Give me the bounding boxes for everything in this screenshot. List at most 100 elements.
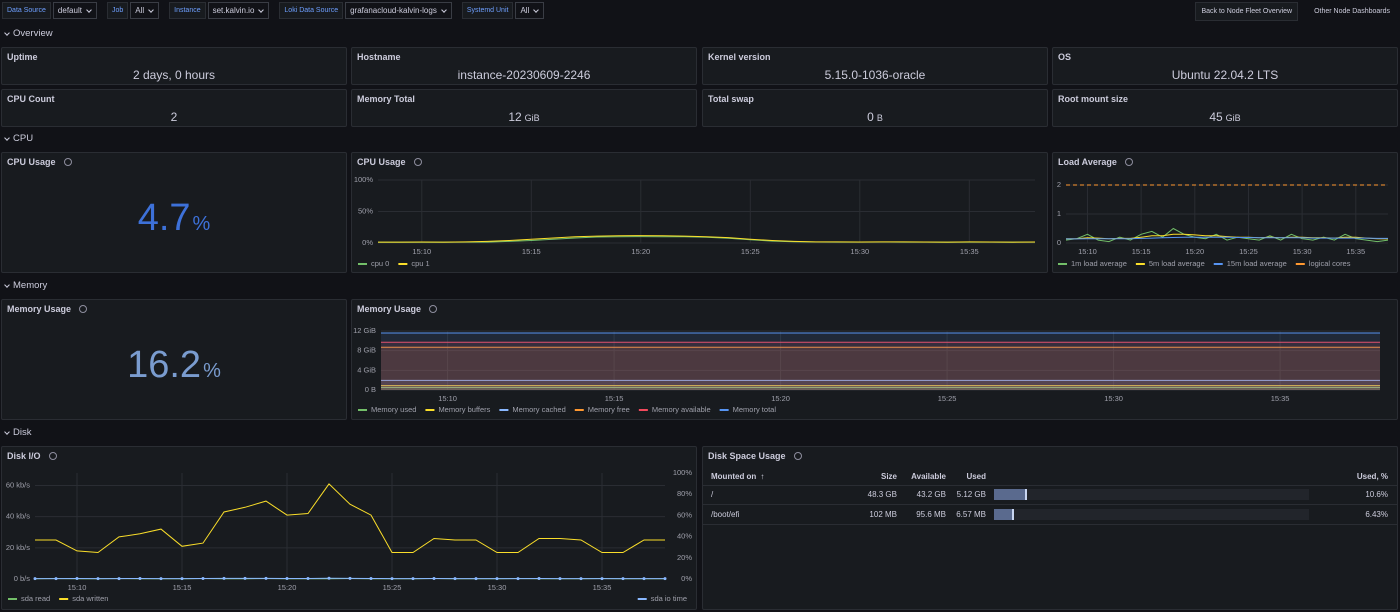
column-header[interactable]: Size <box>817 472 897 481</box>
table-cell: /boot/efi <box>711 510 740 519</box>
panel-title-text: CPU Usage <box>357 157 406 167</box>
column-header[interactable]: Used <box>906 472 986 481</box>
panel-title: Disk I/O <box>7 451 57 461</box>
row-divider <box>703 504 1397 505</box>
stat-number: 5.15.0-1036-oracle <box>824 68 926 82</box>
panel-title: CPU Count <box>7 94 55 104</box>
variable: Instance set.kalvin.io <box>169 2 270 19</box>
panel-title: Root mount size <box>1058 94 1128 104</box>
panel-title-text: Hostname <box>357 52 401 62</box>
usage-bar <box>994 509 1015 520</box>
panel-title-text: Memory Usage <box>357 304 422 314</box>
table-cell: 48.3 GB <box>867 490 897 499</box>
panel: OS Ubuntu 22.04.2 LTS <box>1052 47 1398 85</box>
panel-title: OS <box>1058 52 1071 62</box>
panel-title: Memory Usage <box>7 304 88 314</box>
usage-bar-track <box>994 489 1309 500</box>
stat-value: 2 <box>2 110 346 124</box>
stat-value: 5.15.0-1036-oracle <box>703 68 1047 82</box>
stat-number: 0 <box>867 110 874 124</box>
panel: Uptime 2 days, 0 hours <box>1 47 347 85</box>
variable-label: Instance <box>169 2 206 19</box>
panel: Load Average <box>1052 152 1398 273</box>
panel-title-text: Memory Total <box>357 94 415 104</box>
info-icon <box>48 452 57 460</box>
variable: Data Source default <box>2 2 97 19</box>
panel-title-text: Root mount size <box>1058 94 1128 104</box>
panel-title-text: Kernel version <box>708 52 771 62</box>
row-divider <box>703 524 1397 525</box>
column-header-text: Available <box>911 472 946 481</box>
dashboard-link[interactable]: Back to Node Fleet Overview <box>1195 2 1299 21</box>
stat-number: 4.7 <box>137 197 191 239</box>
variable-select[interactable]: set.kalvin.io <box>207 2 270 19</box>
column-header-text: Used <box>966 472 986 481</box>
panel: Disk I/O <box>1 446 697 610</box>
panel-title-text: CPU Count <box>7 94 55 104</box>
usage-bar-track <box>994 509 1309 520</box>
variable-select[interactable]: default <box>52 2 97 19</box>
row-header[interactable]: Overview <box>13 28 53 39</box>
variable-label: Job <box>106 2 129 19</box>
panel-title: Load Average <box>1058 157 1133 167</box>
info-icon <box>429 305 438 313</box>
panel-title: Disk Space Usage <box>708 451 802 461</box>
table-cell: 10.6% <box>1365 490 1388 499</box>
panel-title-text: Disk I/O <box>7 451 41 461</box>
variable-select[interactable]: All <box>130 2 160 19</box>
panel: Memory Usage 16.2% <box>1 299 347 420</box>
info-icon <box>793 452 802 460</box>
table-cell: 95.6 MB <box>916 510 946 519</box>
stat-unit: % <box>192 213 211 235</box>
stat-number: Ubuntu 22.04.2 LTS <box>1171 68 1279 82</box>
panel-title-text: Uptime <box>7 52 38 62</box>
stat-value: 16.2% <box>2 344 346 387</box>
sort-icon: ↑ <box>760 472 765 481</box>
table-cell: 43.2 GB <box>916 490 946 499</box>
stat-unit: B <box>876 113 883 123</box>
panel-title: Uptime <box>7 52 38 62</box>
panel: Memory Total 12 GiB <box>351 89 697 127</box>
table-cell: 6.43% <box>1365 510 1388 519</box>
info-icon <box>1124 158 1133 166</box>
table-cell: 102 MB <box>869 510 897 519</box>
variable-select[interactable]: All <box>515 2 545 19</box>
row-header[interactable]: Disk <box>13 427 32 438</box>
column-header-text: Mounted on <box>711 472 757 481</box>
stat-value: 45 GiB <box>1053 110 1397 124</box>
column-header[interactable]: Available <box>866 472 946 481</box>
stat-unit: GiB <box>1225 113 1241 123</box>
panel: Hostname instance-20230609-2246 <box>351 47 697 85</box>
dashboard-link[interactable]: Other Node Dashboards <box>1314 8 1390 15</box>
dashboard-links: Back to Node Fleet Overview Other Node Da… <box>1195 2 1396 21</box>
info-icon <box>79 305 88 313</box>
variable-bar: Data Source default Job All Instance set.kalv… <box>2 2 545 19</box>
column-header[interactable]: Used, % <box>1308 472 1388 481</box>
panel: CPU Usage <box>351 152 1048 273</box>
panel: Disk Space Usage Mounted on ↑ Size Available… <box>702 446 1398 610</box>
panel-title: CPU Usage <box>357 157 422 167</box>
column-header[interactable]: Mounted on ↑ <box>711 472 764 481</box>
stat-value: instance-20230609-2246 <box>352 68 696 82</box>
panel: Total swap 0 B <box>702 89 1048 127</box>
panel-title: Total swap <box>708 94 754 104</box>
panel-title-text: Total swap <box>708 94 754 104</box>
panel: Memory Usage <box>351 299 1398 420</box>
table-cell: 5.12 GB <box>956 490 986 499</box>
variable: Loki Data Source grafanacloud-kalvin-logs <box>279 2 452 19</box>
panel-title-text: Disk Space Usage <box>708 451 786 461</box>
info-icon <box>63 158 72 166</box>
stat-value: 12 GiB <box>352 110 696 124</box>
row-header[interactable]: CPU <box>13 133 34 144</box>
panel-title-text: OS <box>1058 52 1072 62</box>
table-cell: 6.57 MB <box>956 510 986 519</box>
panel-title: Hostname <box>357 52 401 62</box>
stat-value: Ubuntu 22.04.2 LTS <box>1053 68 1397 82</box>
column-header-text: Used, % <box>1356 472 1388 481</box>
variable-select[interactable]: grafanacloud-kalvin-logs <box>345 2 452 19</box>
info-icon <box>413 158 422 166</box>
column-header-text: Size <box>880 472 897 481</box>
row-header[interactable]: Memory <box>13 280 48 291</box>
variable: Systemd Unit All <box>461 2 545 19</box>
stat-unit: % <box>203 360 221 382</box>
